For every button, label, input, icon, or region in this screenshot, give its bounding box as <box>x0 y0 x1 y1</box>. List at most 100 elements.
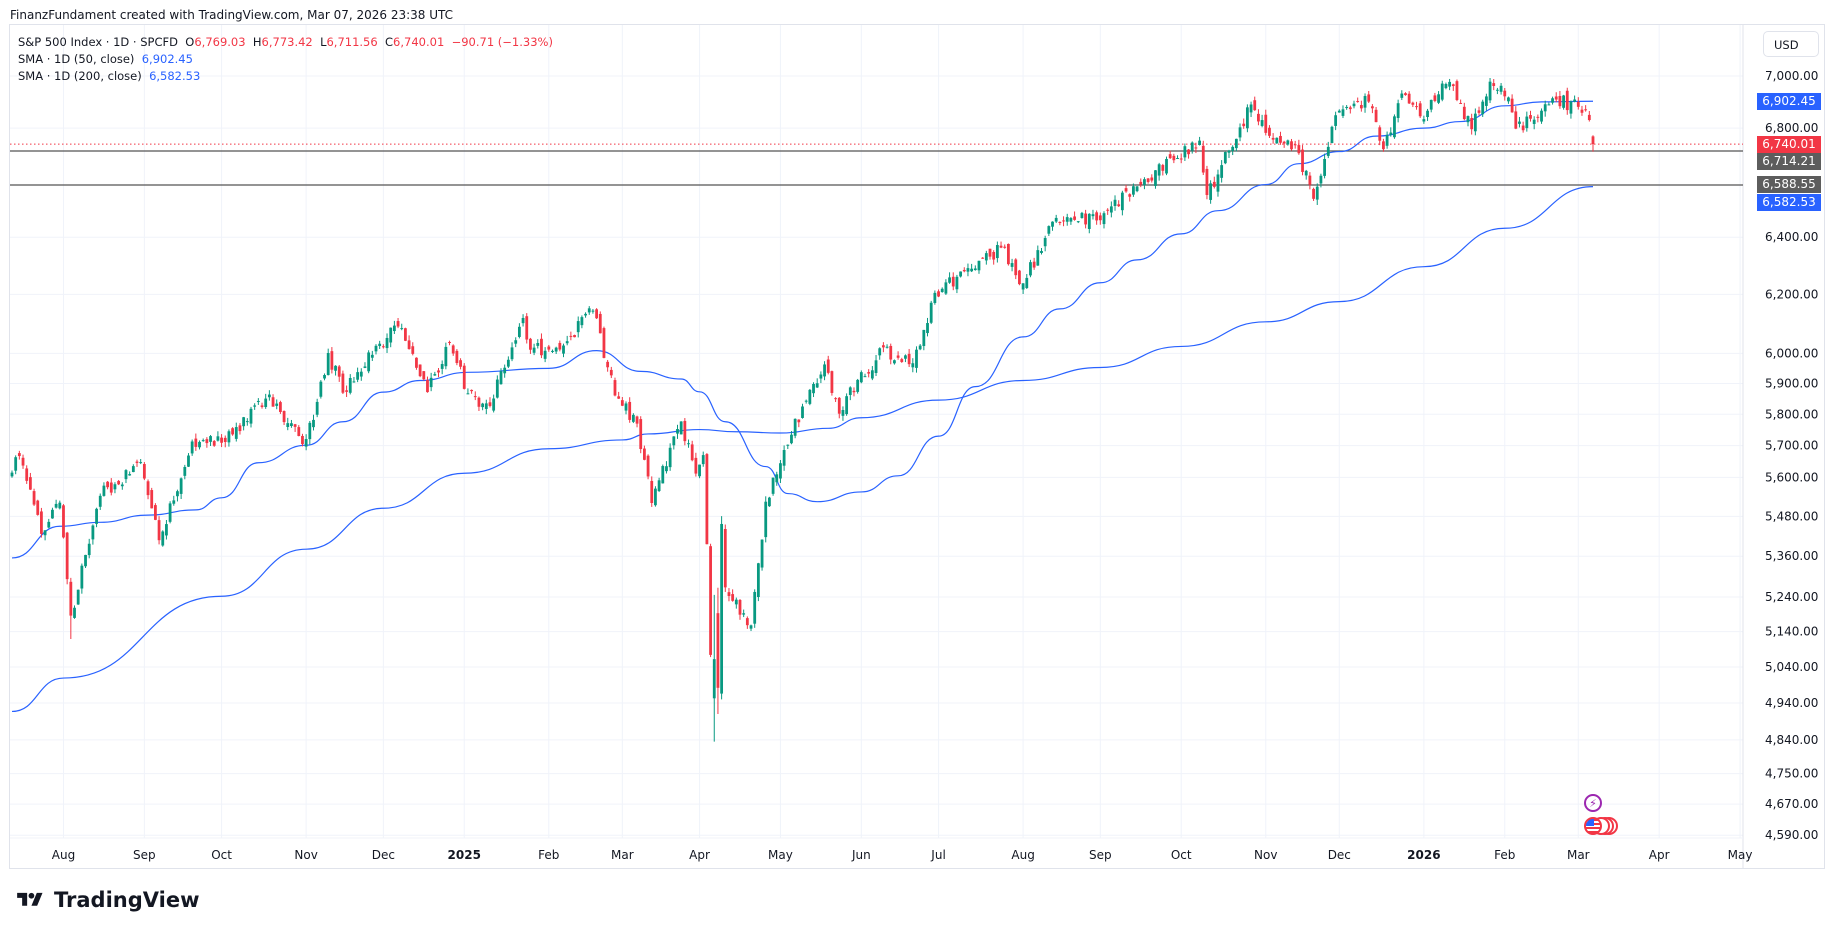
candle-down <box>1301 149 1304 172</box>
candle-up <box>793 418 797 436</box>
candle-down <box>1503 90 1507 97</box>
candle-up <box>47 521 51 528</box>
grid <box>10 25 1743 838</box>
candle-down <box>1378 127 1382 141</box>
y-tick-label: 4,590.00 <box>1765 828 1818 842</box>
candle-down <box>1161 165 1165 171</box>
x-tick-label: May <box>768 848 793 862</box>
candle-down <box>301 435 304 445</box>
x-tick-label: Jun <box>851 848 871 862</box>
candle-down <box>1058 222 1062 224</box>
candle-down <box>1462 106 1466 120</box>
candle-down <box>1282 141 1286 144</box>
candle-down <box>1146 178 1150 182</box>
candle-up <box>385 337 389 349</box>
candle-up <box>80 565 84 589</box>
candle-up <box>1036 250 1040 266</box>
candle-up <box>565 341 569 344</box>
candle-up <box>1135 186 1139 192</box>
x-tick-label: Sep <box>133 848 156 862</box>
candle-down <box>951 276 955 287</box>
candle-up <box>1326 146 1330 156</box>
candle-up <box>139 462 143 464</box>
candle-down <box>705 454 709 545</box>
candle-down <box>1470 117 1474 130</box>
candle-up <box>1551 98 1554 103</box>
candle-down <box>1455 81 1459 100</box>
time-axis[interactable]: Aug Sep Oct Nov Dec 2025 Feb Mar Apr May Jun Jul Aug… <box>52 848 1753 862</box>
candle-up <box>352 381 356 383</box>
candle-down <box>1418 103 1422 117</box>
candle-up <box>1484 96 1488 106</box>
candle-up <box>562 345 565 354</box>
candle-up <box>102 485 106 496</box>
candle-down <box>1558 96 1562 107</box>
y-tick-label: 6,800.00 <box>1765 121 1818 135</box>
candle-up <box>95 508 98 524</box>
candle-up <box>161 531 165 546</box>
us-flag-event-icon[interactable] <box>1584 817 1602 835</box>
candle-down <box>1172 155 1176 161</box>
x-tick-label: Nov <box>1254 848 1277 862</box>
candle-up <box>543 350 547 359</box>
candle-down <box>1268 127 1271 136</box>
legend-sma50[interactable]: SMA · 1D (50, close) 6,902.45 <box>18 52 193 66</box>
horizontal-lines[interactable] <box>10 143 1743 186</box>
candle-down <box>40 511 43 534</box>
x-tick-label: Dec <box>1328 848 1351 862</box>
candle-up <box>1540 110 1543 122</box>
candle-down <box>834 398 837 400</box>
candle-up <box>433 374 437 376</box>
candle-down <box>639 419 643 450</box>
candle-down <box>1242 123 1246 127</box>
candle-down <box>1212 181 1216 187</box>
candle-up <box>198 441 201 448</box>
price-axis[interactable]: 7,000.00 6,800.00 6,400.00 6,200.00 6,000.00… <box>1765 69 1818 842</box>
candle-up <box>1507 97 1510 102</box>
candle-up <box>128 474 132 476</box>
legend-l-label: L <box>320 35 327 49</box>
lightning-event-icon[interactable]: ⚡ <box>1584 794 1602 812</box>
candle-up <box>1065 217 1069 222</box>
candle-down <box>1359 105 1363 109</box>
candle-down <box>1106 209 1110 211</box>
sma200-value: 6,582.53 <box>149 69 201 83</box>
candle-up <box>1220 165 1224 178</box>
sma200-price-badge: 6,582.53 <box>1757 193 1821 211</box>
candle-down <box>1308 175 1312 185</box>
candle-down <box>867 372 871 374</box>
sma50-price-badge: 6,902.45 <box>1757 92 1821 110</box>
candle-up <box>819 374 823 379</box>
candle-down <box>415 357 418 368</box>
candle-up <box>76 589 80 605</box>
candle-up <box>400 328 404 330</box>
y-tick-label: 4,840.00 <box>1765 733 1818 747</box>
candle-down <box>889 345 893 360</box>
legend-change: −90.71 (−1.33%) <box>451 35 553 49</box>
candle-down <box>477 397 481 407</box>
candle-down <box>437 370 440 373</box>
candle-up <box>790 434 793 444</box>
candle-up <box>14 457 18 471</box>
candle-up <box>587 308 591 313</box>
candle-up <box>374 345 378 352</box>
legend-main[interactable]: S&P 500 Index · 1D · SPCFD O6,769.03 H6,… <box>18 35 553 49</box>
candle-up <box>775 474 779 483</box>
currency-button[interactable]: USD <box>1763 31 1819 57</box>
candle-up <box>356 372 360 380</box>
candle-down <box>1290 141 1293 150</box>
candle-up <box>665 466 668 472</box>
candle-up <box>1190 142 1194 151</box>
legend-sma200[interactable]: SMA · 1D (200, close) 6,582.53 <box>18 69 200 83</box>
candle-up <box>1043 238 1047 247</box>
y-tick-label: 5,700.00 <box>1765 439 1818 453</box>
flag-canton <box>1586 819 1594 826</box>
candle-up <box>959 271 962 277</box>
candle-up <box>54 503 58 508</box>
x-tick-label: Mar <box>611 848 634 862</box>
candle-up <box>977 260 981 271</box>
candle-up <box>1102 213 1106 225</box>
tradingview-logo[interactable]: TradingView <box>12 888 199 912</box>
candle-down <box>25 468 29 481</box>
